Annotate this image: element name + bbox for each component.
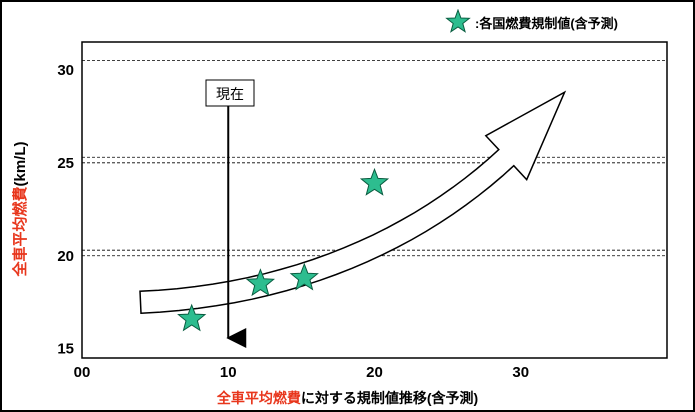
x-tick-label: 30 [512, 364, 529, 381]
data-points [177, 167, 390, 332]
current-callout: 現在 [205, 79, 255, 348]
data-point-star [359, 167, 390, 196]
y-axis-label-highlight: 全車平均燃費 [12, 186, 29, 277]
y-tick-label: 30 [57, 62, 74, 79]
x-axis-label-rest: に対する規制値推移(含予測) [300, 390, 479, 406]
legend: :各国燃費規制値(含予測) [445, 9, 618, 35]
x-axis-label: 全車平均燃費に対する規制値推移(含予測) [0, 388, 695, 408]
data-point-star [289, 262, 319, 291]
y-axis-label: 全車平均燃費(km/L) [9, 109, 29, 309]
y-axis-ticks: 15 20 25 30 [57, 62, 74, 358]
data-point-star [177, 303, 207, 332]
x-axis-ticks: 00 10 20 30 [74, 364, 529, 381]
current-callout-box [205, 79, 255, 107]
legend-label: :各国燃費規制値(含予測) [475, 15, 618, 31]
y-axis-label-unit: (km/L) [12, 141, 29, 187]
y-tick-label: 20 [57, 248, 74, 265]
x-tick-label: 00 [74, 364, 91, 381]
x-tick-label: 10 [220, 364, 237, 381]
x-axis-label-highlight: 全車平均燃費 [216, 390, 301, 406]
y-tick-label: 25 [57, 155, 74, 172]
x-tick-label: 20 [366, 364, 383, 381]
star-icon [445, 9, 471, 33]
y-tick-label: 15 [57, 341, 74, 358]
data-point-star [245, 268, 276, 297]
current-callout-label: 現在 [216, 87, 244, 103]
